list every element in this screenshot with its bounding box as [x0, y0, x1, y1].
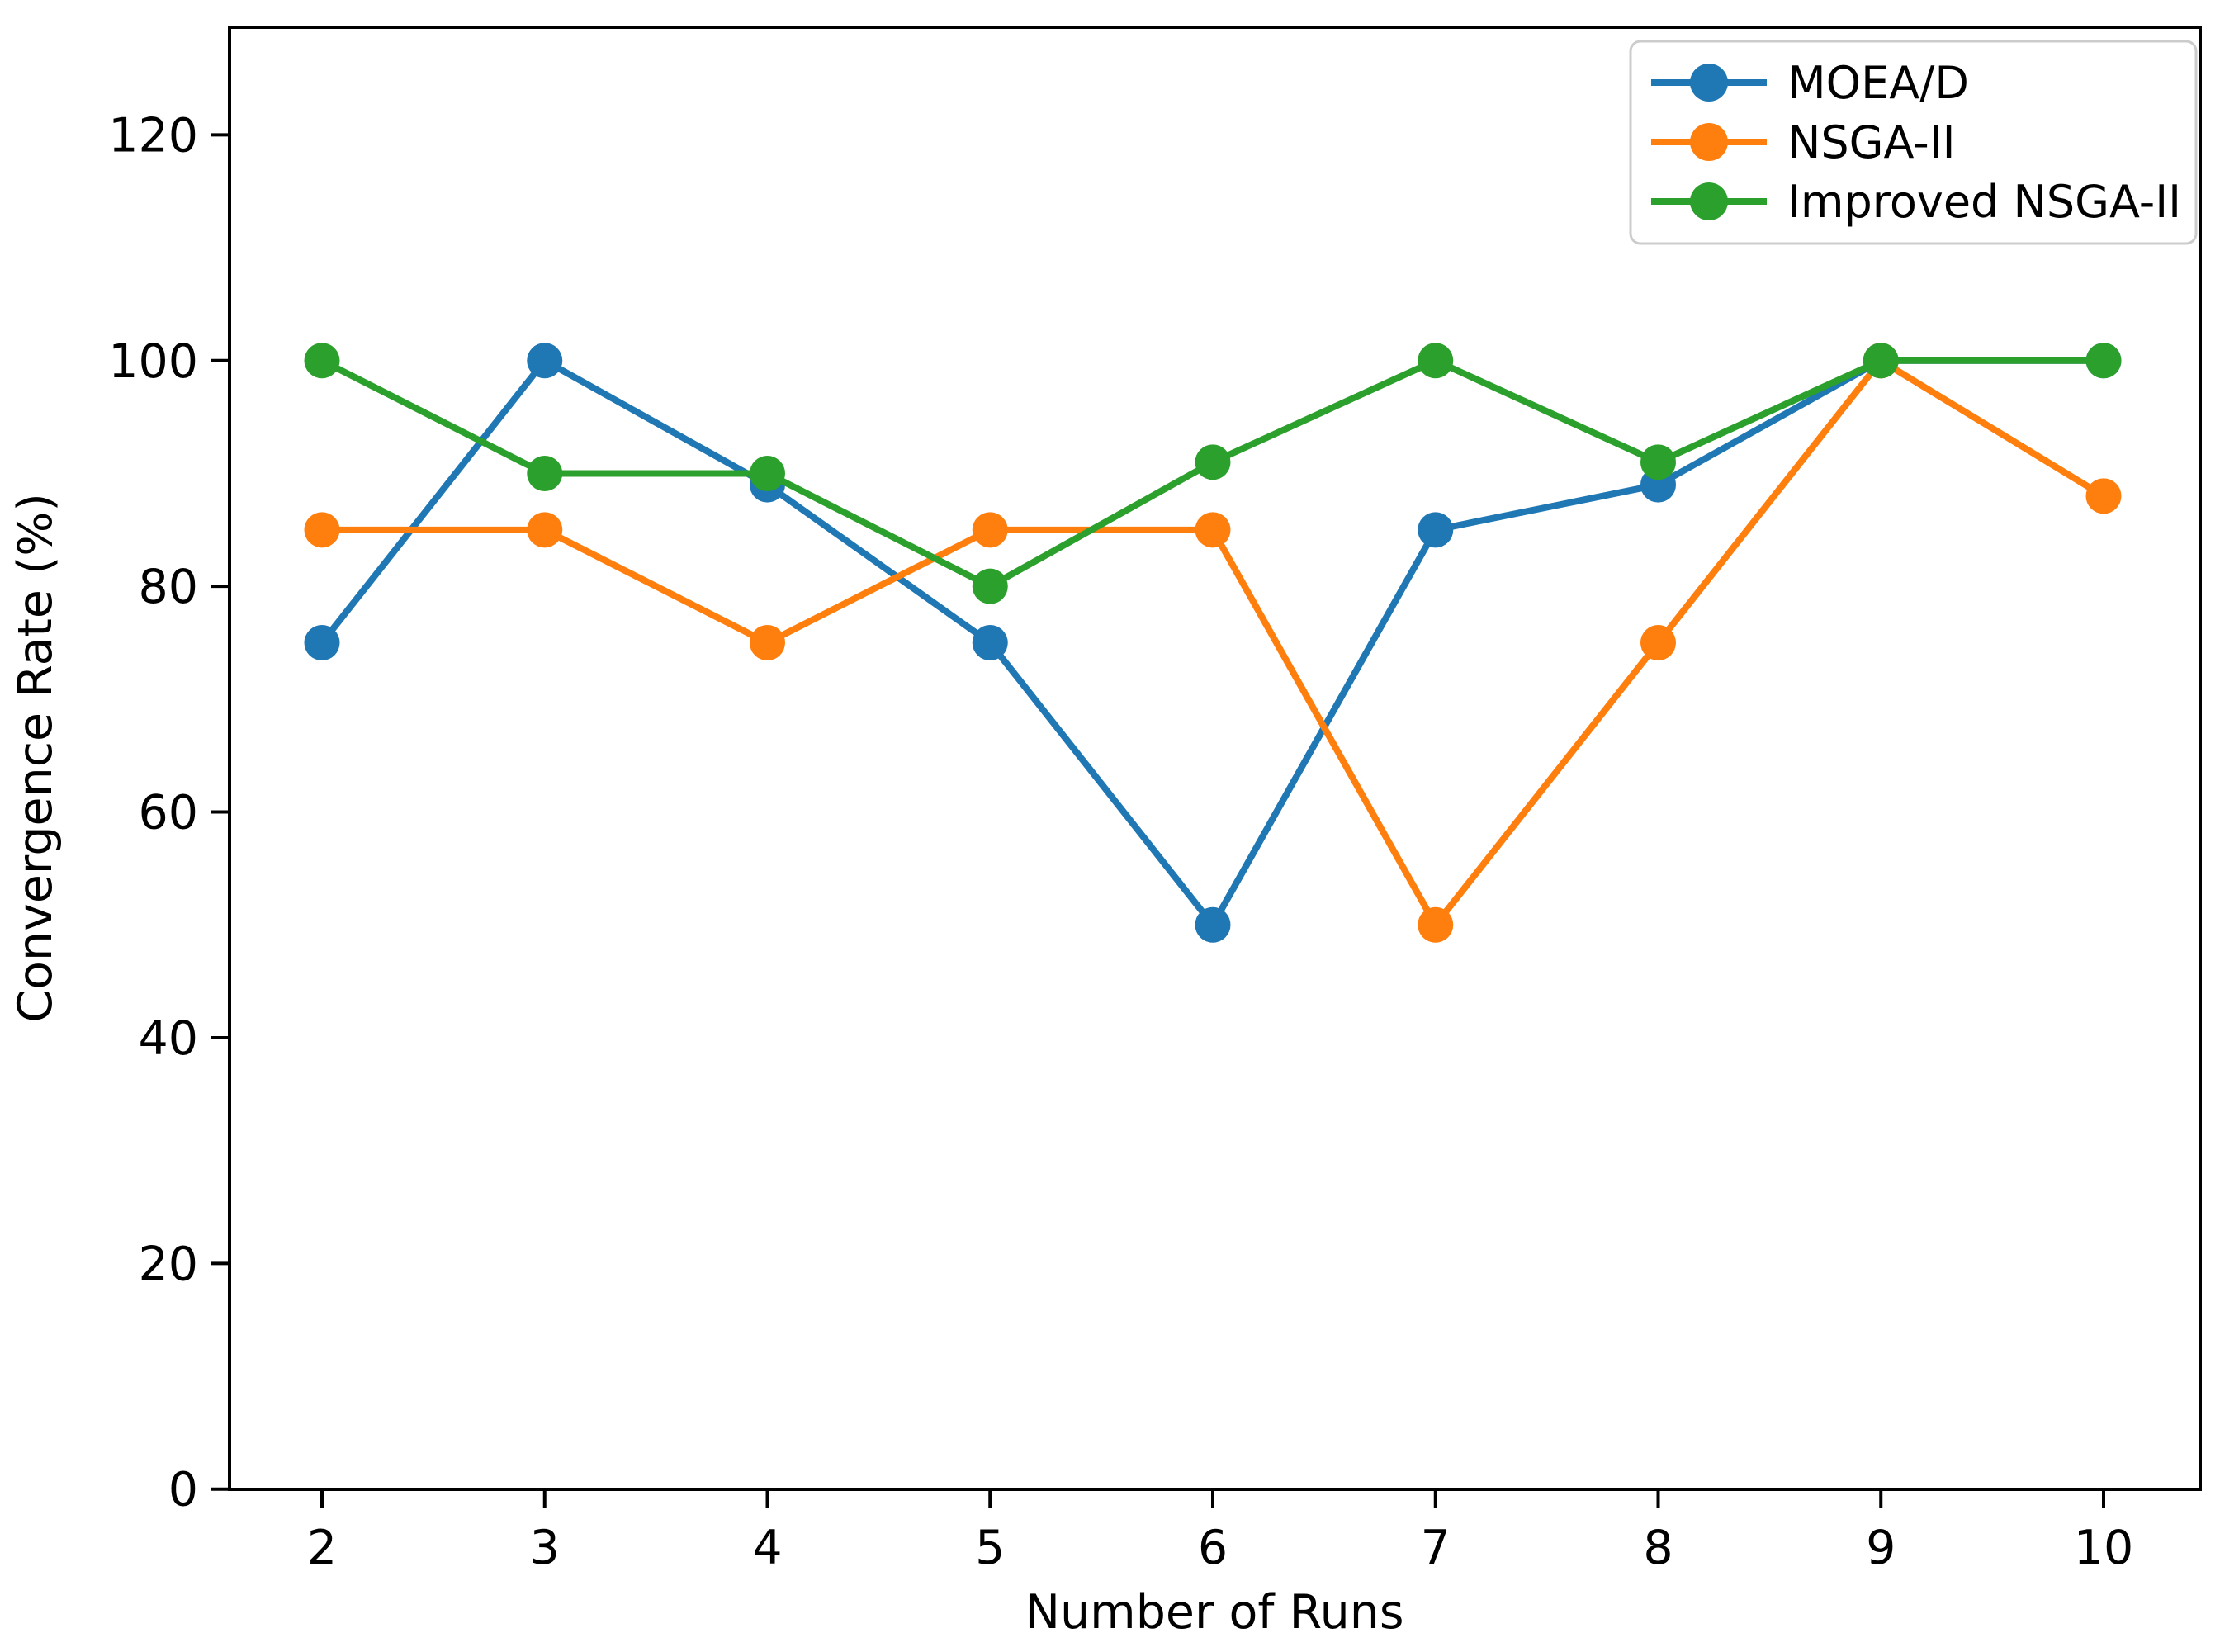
- data-point-nsga-ii: [1640, 625, 1676, 661]
- x-axis-label: Number of Runs: [1025, 1585, 1403, 1640]
- y-tick-label: 60: [138, 786, 198, 840]
- data-series: [304, 343, 2122, 943]
- y-tick-label: 20: [138, 1237, 198, 1291]
- data-point-nsga-ii: [527, 512, 563, 548]
- data-point-moea-d: [1418, 512, 1454, 548]
- data-point-improved-nsga-ii: [1863, 343, 1899, 379]
- data-point-moea-d: [972, 625, 1008, 661]
- data-point-nsga-ii: [750, 625, 785, 661]
- data-point-improved-nsga-ii: [527, 455, 563, 491]
- data-point-improved-nsga-ii: [304, 343, 340, 379]
- data-point-moea-d: [1195, 906, 1231, 943]
- data-point-nsga-ii: [304, 512, 340, 548]
- x-tick-label: 5: [975, 1521, 1005, 1575]
- data-point-nsga-ii: [2085, 478, 2122, 514]
- legend-item-nsga-ii: NSGA-II: [1651, 116, 1956, 168]
- data-point-improved-nsga-ii: [750, 455, 785, 491]
- x-tick-label: 3: [530, 1521, 560, 1575]
- x-tick-label: 7: [1421, 1521, 1451, 1575]
- data-point-moea-d: [527, 343, 563, 379]
- plot-border: [228, 26, 2202, 1491]
- data-point-nsga-ii: [972, 512, 1008, 548]
- y-tick-label: 0: [168, 1463, 198, 1517]
- x-tick-label: 8: [1643, 1521, 1673, 1575]
- data-point-nsga-ii: [1418, 906, 1454, 943]
- data-point-nsga-ii: [1195, 512, 1231, 548]
- legend-box: [1629, 40, 2198, 245]
- y-tick-label: 100: [108, 334, 198, 389]
- x-tick-label: 9: [1866, 1521, 1896, 1575]
- legend-item-improved-nsga-ii: Improved NSGA-II: [1651, 176, 2181, 228]
- legend-item-label: MOEA/D: [1787, 57, 1969, 109]
- data-point-improved-nsga-ii: [1195, 444, 1231, 480]
- legend-marker-moea-d: [1690, 64, 1728, 102]
- plot-area: [228, 26, 2202, 1491]
- x-tick-label: 4: [752, 1521, 782, 1575]
- data-point-moea-d: [304, 625, 340, 661]
- legend-marker-improved-nsga-ii: [1690, 182, 1728, 220]
- legend-item-label: NSGA-II: [1787, 116, 1956, 168]
- data-point-improved-nsga-ii: [972, 568, 1008, 604]
- y-tick-label: 80: [138, 560, 198, 614]
- legend-item-moea-d: MOEA/D: [1651, 57, 1969, 109]
- y-tick-label: 40: [138, 1011, 198, 1066]
- x-tick-label: 10: [2074, 1521, 2134, 1575]
- y-axis-label: Convergence Rate (%): [8, 493, 63, 1022]
- legend-marker-nsga-ii: [1690, 123, 1728, 161]
- legend-item-label: Improved NSGA-II: [1787, 176, 2181, 228]
- x-tick-label: 2: [307, 1521, 337, 1575]
- series-improved-nsga-ii: [304, 343, 2122, 604]
- data-point-improved-nsga-ii: [1640, 444, 1676, 480]
- x-tick-label: 6: [1198, 1521, 1228, 1575]
- y-tick-label: 120: [108, 108, 198, 163]
- data-point-improved-nsga-ii: [2085, 343, 2122, 379]
- legend: MOEA/D NSGA-II Improved NSGA-II: [1629, 40, 2198, 245]
- data-point-improved-nsga-ii: [1418, 343, 1454, 379]
